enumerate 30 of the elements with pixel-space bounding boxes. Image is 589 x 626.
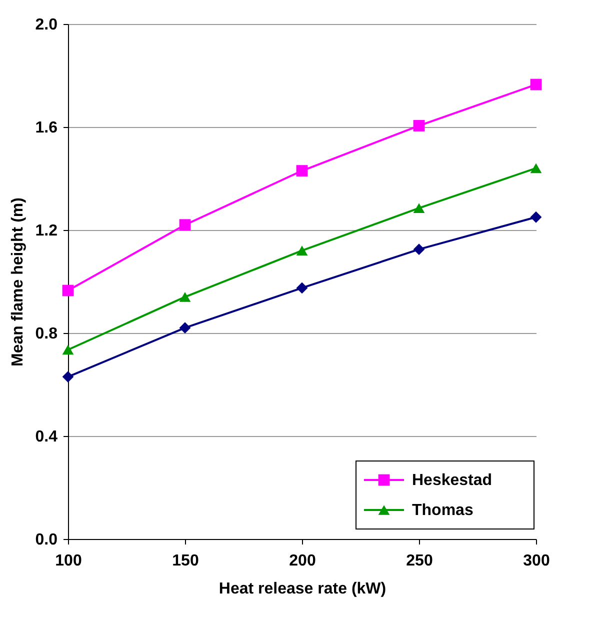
y-tick-label: 0.4 [35, 428, 58, 446]
y-tick-label: 0.0 [35, 532, 58, 548]
point [413, 203, 425, 214]
x-axis-title: Heat release rate (kW) [218, 580, 386, 598]
point [179, 322, 191, 334]
point [179, 292, 191, 302]
x-tick-label: 300 [523, 552, 550, 570]
point [530, 78, 542, 90]
x-tick-label: 100 [55, 552, 82, 570]
point [296, 165, 308, 176]
y-tick-label: 2.0 [35, 16, 58, 34]
legend-label: Thomas [412, 502, 474, 519]
point [179, 219, 191, 231]
point [62, 371, 74, 382]
x-tick-label: 200 [289, 552, 316, 570]
point [530, 211, 542, 223]
y-axis-title: Mean flame height (m) [9, 198, 26, 366]
legend-label: Heskestad [412, 472, 492, 489]
point [62, 344, 74, 355]
y-tick-label: 1.6 [35, 120, 58, 136]
point [413, 244, 425, 256]
y-tick-label: 0.8 [35, 326, 58, 342]
y-tick-label: 1.2 [35, 222, 58, 240]
point [296, 282, 308, 294]
point [296, 246, 308, 256]
point [62, 284, 74, 296]
x-tick-label: 250 [406, 552, 433, 570]
point [530, 163, 542, 174]
point [413, 120, 425, 132]
x-tick-label: 150 [172, 552, 199, 570]
